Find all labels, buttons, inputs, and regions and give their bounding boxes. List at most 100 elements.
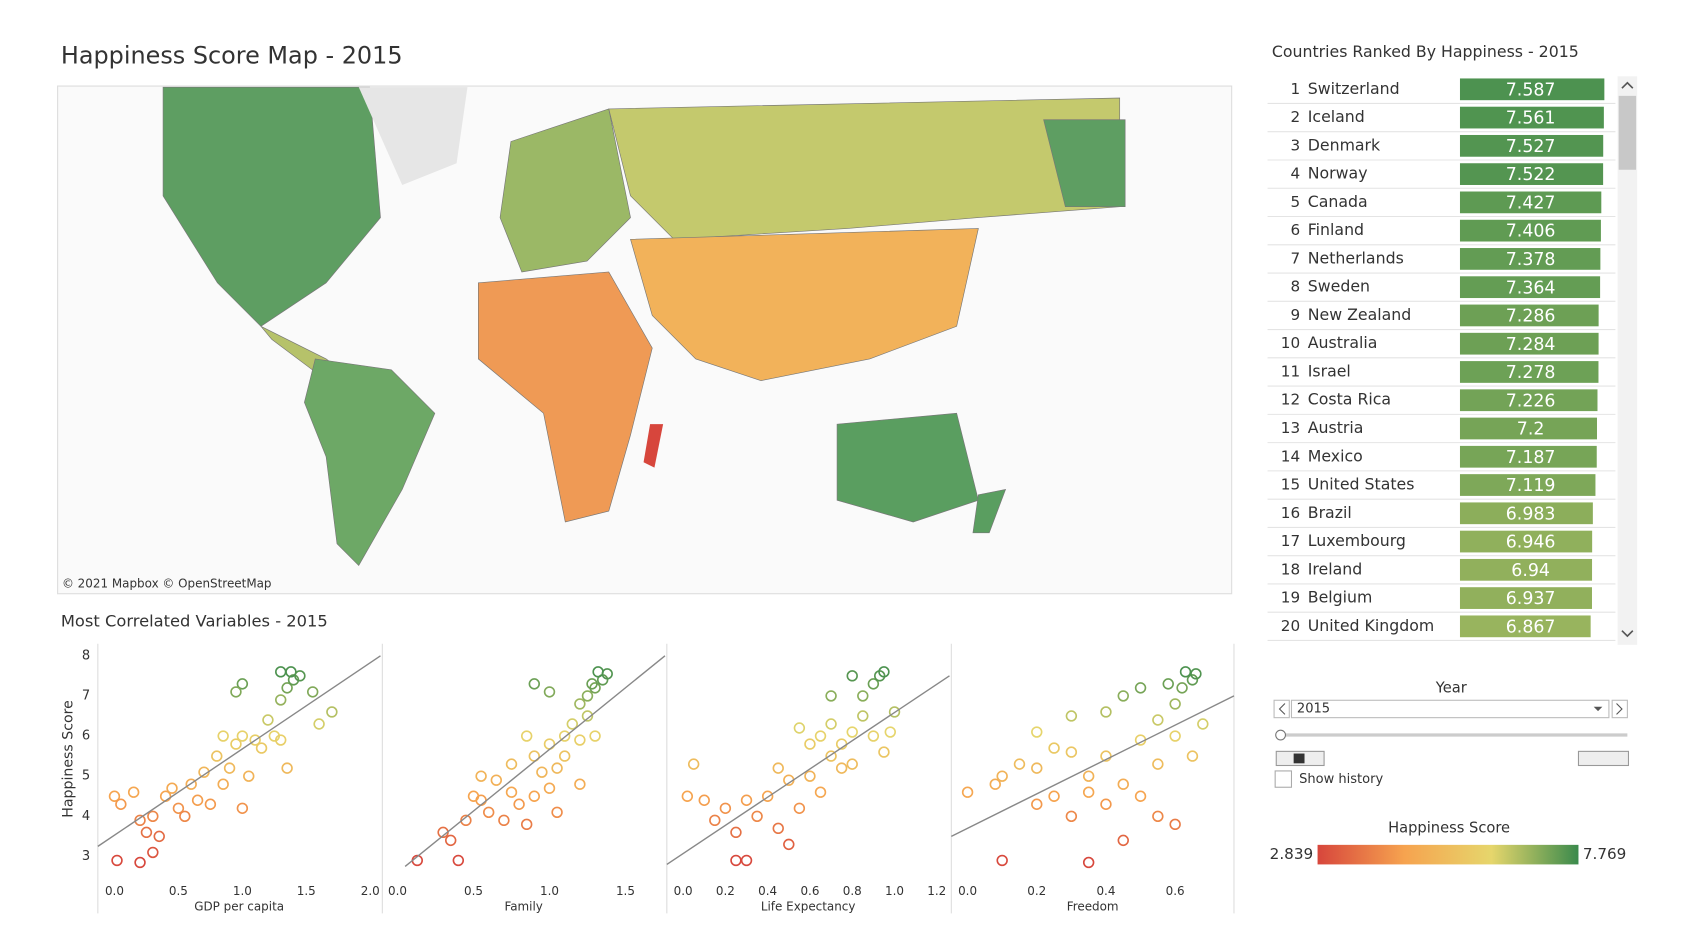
data-point [326,706,338,718]
score-bar [1459,558,1593,581]
data-point [814,730,827,742]
data-point [1169,698,1181,710]
score-bar [1459,615,1591,638]
rank-number: 3 [1290,136,1300,154]
year-dropdown[interactable] [1290,699,1610,719]
scrollbar-thumb[interactable] [1618,95,1637,170]
data-point [482,806,495,818]
x-axis-label: Life Expectancy [761,899,856,913]
x-tick-label: 1.0 [540,884,559,898]
score-bar [1459,248,1601,270]
scrollbar[interactable] [1617,76,1638,645]
country-shape [643,424,664,468]
x-tick-label: 0.2 [1027,884,1046,898]
rank-number: 20 [1281,617,1300,635]
rank-number: 8 [1290,278,1300,296]
trend-line [97,655,381,847]
data-point [793,802,806,814]
rank-number: 12 [1281,391,1300,409]
y-tick-label: 8 [82,648,90,663]
show-history-checkbox[interactable] [1274,770,1293,788]
data-point [825,690,837,702]
data-point [505,786,518,798]
country-name: Finland [1308,220,1364,239]
country-name: Brazil [1308,503,1352,522]
data-point [275,666,287,678]
rank-number: 14 [1281,447,1300,465]
data-point [217,730,229,742]
data-point [255,742,268,754]
data-point [581,710,594,722]
x-tick-label: 0.0 [958,884,977,898]
next-button[interactable] [1611,699,1628,719]
score-label: 7.278 [1506,363,1556,383]
country-name: Iceland [1308,107,1365,126]
scroll-down[interactable] [1621,630,1634,638]
x-tick-label: 0.5 [464,884,483,898]
x-tick-label: 0.5 [169,884,188,898]
trend-line [951,695,1235,837]
x-tick-label: 0.0 [674,884,693,898]
data-point [592,666,604,678]
country-name: Denmark [1308,135,1381,154]
data-point [1117,690,1129,702]
prev-button[interactable] [1273,699,1290,719]
scroll-up[interactable] [1621,81,1634,89]
x-tick-label: 1.0 [233,884,252,898]
data-point [153,830,165,843]
data-point [236,678,249,690]
y-tick-label: 7 [82,688,90,703]
y-tick-label: 4 [82,809,90,824]
data-point [306,686,319,698]
data-point [147,810,159,823]
data-point [1152,810,1164,823]
rank-number: 2 [1290,108,1300,126]
data-point [1100,798,1112,810]
data-point [1100,706,1112,718]
country-name: Luxembourg [1308,531,1406,550]
score-label: 6.94 [1511,561,1550,581]
x-tick-label: 2.0 [361,884,380,898]
data-point [558,730,571,742]
rank-number: 16 [1281,504,1300,522]
legend-min: 2.839 [1270,845,1314,863]
country-shape [358,87,468,185]
data-point [740,854,753,867]
rank-number: 4 [1290,165,1300,183]
data-point [1082,770,1095,782]
rank-number: 15 [1281,476,1300,494]
x-tick-label: 0.8 [843,884,862,898]
data-point [281,682,293,694]
data-point [452,854,465,867]
section-title: Most Correlated Variables - 2015 [61,611,328,630]
x-tick-label: 0.4 [758,884,777,898]
data-point [574,698,586,710]
score-bar [1459,163,1604,185]
data-point [115,798,127,810]
slider-handle[interactable] [1275,729,1287,741]
data-point [1162,678,1174,690]
score-label: 7.187 [1506,448,1556,468]
score-label: 7.527 [1506,137,1556,157]
data-point [793,722,806,734]
data-point [467,790,480,802]
data-point [275,734,287,746]
data-point [1048,790,1060,802]
data-point [1186,750,1199,762]
data-point [867,730,880,742]
x-tick-label: 1.5 [297,884,316,898]
data-point [1082,786,1095,798]
x-tick-label: 1.0 [885,884,904,898]
data-point [1065,746,1078,758]
data-point [772,762,784,774]
data-point [528,790,540,802]
data-point [581,690,594,702]
data-point [249,734,261,746]
data-point [1048,742,1060,754]
country-name: Canada [1308,192,1368,211]
data-point [1031,798,1043,810]
y-axis-label: Happiness Score [60,700,76,818]
speed-controls[interactable] [1577,750,1630,767]
legend-max: 7.769 [1583,845,1627,863]
